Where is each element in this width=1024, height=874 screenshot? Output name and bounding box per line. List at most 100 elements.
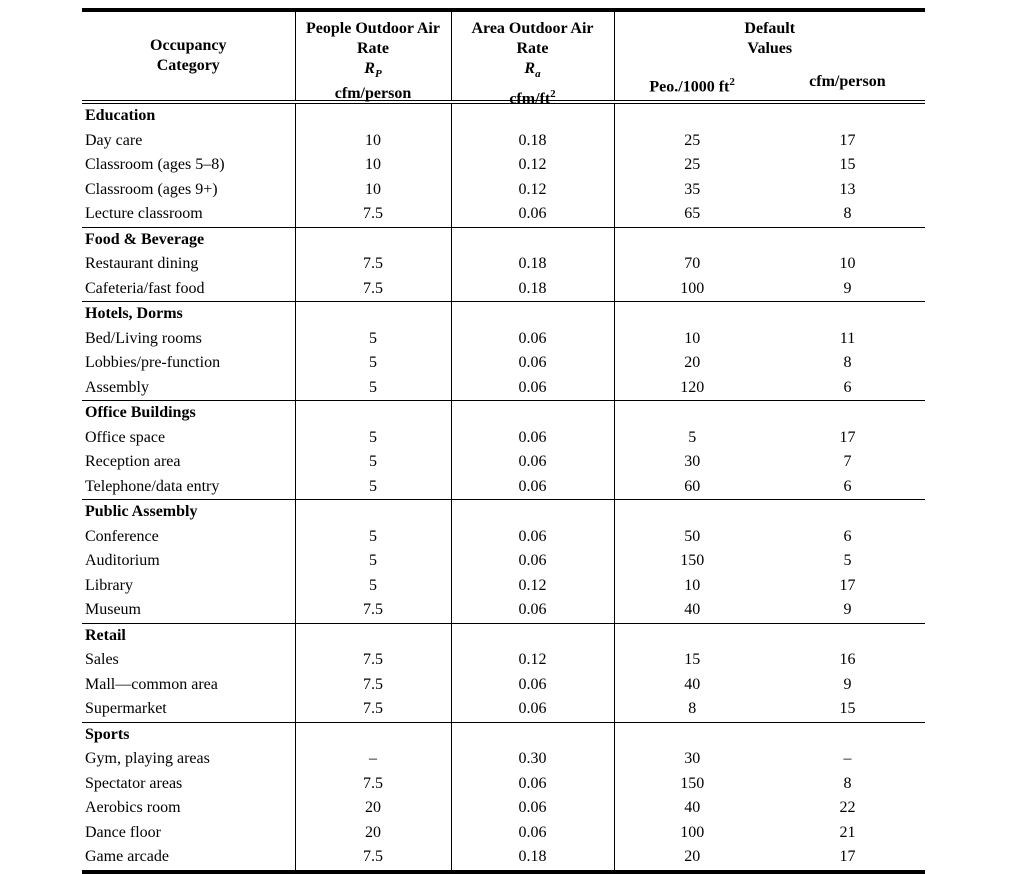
default-people-density-cell: 150 (680, 552, 705, 569)
table-row: Sales 7.5 0.12 15 16 (82, 648, 925, 673)
section-empty-cell (614, 499, 770, 525)
section-empty-cell (770, 101, 926, 129)
table-row: Gym, playing areas –0.30 30– (82, 747, 925, 772)
area-rate-cell: 0.06 (451, 202, 615, 227)
area-rate-units: cfm/ft2 (452, 84, 614, 109)
default-values-units-row: Peo./1000 ft2 cfm/person (615, 72, 926, 97)
area-rate-cell: 0.18 (451, 128, 615, 153)
occupancy-category-cell: Museum (82, 598, 296, 623)
table-row: Aerobics room 20 0.06 40 22 (82, 796, 925, 821)
section-empty-cell (451, 499, 615, 525)
people-rate-cell: 7.5 (295, 276, 452, 302)
default-people-density-cell: 30 (684, 453, 701, 470)
people-rate-units: cfm/person (334, 85, 412, 103)
area-rate-cell: 0.06 (451, 697, 615, 722)
section-empty-cell (614, 301, 770, 327)
occupancy-category-cell: Assembly (82, 375, 296, 401)
default-cfm-person-cell: 17 (839, 848, 856, 865)
area-rate-cell: 0.18 (451, 276, 615, 302)
section-header-row: Food & Beverage (82, 226, 926, 252)
section-empty-cell (614, 226, 770, 252)
people-rate-cell: 10 (295, 128, 452, 153)
occupancy-category-cell: Spectator areas (82, 771, 296, 796)
section-empty-cell (770, 622, 926, 648)
section-header-row: Public Assembly (82, 499, 926, 525)
table-row: Classroom (ages 5–8) 10 0.12 25 15 (82, 153, 925, 178)
default-people-density-cell: 8 (688, 700, 697, 717)
people-rate-symbol-sub: P (374, 68, 382, 81)
people-rate-cell: – (295, 747, 452, 772)
header-row: Occupancy Category People Outdoor Air Ra… (82, 10, 926, 108)
people-rate-cell: 5 (295, 474, 452, 500)
people-rate-cell: 5 (295, 549, 452, 574)
default-cfm-person-cell: 16 (839, 651, 856, 668)
default-cfm-person-cell: 7 (843, 453, 852, 470)
default-cfm-person-cell: 8 (843, 774, 852, 792)
occupancy-category-cell: Lecture classroom (82, 202, 296, 227)
table-row: Telephone/data entry 5 0.06 60 6 (82, 474, 925, 500)
occupancy-category-cell: Classroom (ages 5–8) (82, 153, 296, 178)
table-row: Restaurant dining 7.5 0.18 70 10 (82, 252, 925, 277)
default-cfm-person-cell: 8 (843, 205, 852, 222)
default-people-density-cell: 15 (684, 651, 701, 668)
section-empty-cell (295, 721, 452, 747)
area-rate-cell: 0.06 (451, 474, 615, 500)
col-header-people-outdoor-air-rate: People Outdoor Air Rate RP cfm/person (295, 10, 452, 104)
people-rate-cell: 20 (295, 796, 452, 821)
default-people-density-cell: 20 (684, 354, 701, 371)
area-rate-cell: 0.06 (451, 672, 615, 697)
area-rate-cell: 0.12 (451, 153, 615, 178)
area-rate-cell: 0.06 (451, 549, 615, 574)
table-row: Spectator areas 7.5 0.06 150 8 (82, 771, 925, 796)
area-rate-cell: 0.30 (451, 747, 615, 772)
section-title: Public Assembly (82, 499, 296, 525)
section-empty-cell (770, 301, 926, 327)
table-row: Classroom (ages 9+) 10 0.12 35 13 (82, 177, 925, 202)
area-rate-symbol-base: R (524, 60, 536, 77)
people-rate-cell: 7.5 (295, 252, 452, 277)
default-people-density-cell: 120 (680, 378, 705, 396)
default-people-density-cell: 35 (684, 180, 701, 198)
default-people-density-cell: 20 (684, 848, 701, 865)
people-rate-cell: 5 (295, 326, 452, 351)
occupancy-category-cell: Auditorium (82, 549, 296, 574)
people-rate-cell: 7.5 (295, 771, 452, 796)
area-rate-cell: 0.06 (451, 326, 615, 351)
default-people-density-cell: 40 (684, 601, 701, 618)
default-cfm-person-cell: 9 (843, 279, 852, 297)
section-empty-cell (295, 226, 452, 252)
default-people-density-cell: 5 (688, 428, 697, 446)
default-cfm-person-cell: 6 (843, 527, 852, 545)
people-density-units-exponent: 2 (729, 75, 735, 88)
area-rate-header: Area Outdoor Air Rate Ra cfm/ft2 (452, 12, 614, 108)
occupancy-category-cell: Conference (82, 524, 296, 549)
occupancy-category-cell: Sales (82, 648, 296, 673)
table-row: Bed/Living rooms 5 0.06 10 11 (82, 326, 925, 351)
section-empty-cell (770, 721, 926, 747)
occupancy-category-cell: Library (82, 573, 296, 598)
default-cfm-person-cell: 9 (843, 601, 852, 618)
people-rate-cell: 5 (295, 524, 452, 549)
people-rate-header: People Outdoor Air Rate RP cfm/person (296, 12, 451, 102)
people-rate-cell: 10 (295, 177, 452, 202)
ventilation-rates-table: Occupancy Category People Outdoor Air Ra… (82, 8, 926, 874)
people-rate-cell: 5 (295, 375, 452, 401)
area-rate-cell: 0.06 (451, 524, 615, 549)
section-title: Education (82, 101, 296, 129)
table-row: Museum 7.5 0.06 40 9 (82, 598, 925, 623)
section-empty-cell (770, 226, 926, 252)
occupancy-category-cell: Dance floor (82, 820, 296, 845)
section-empty-cell (770, 499, 926, 525)
people-rate-cell: 7.5 (295, 672, 452, 697)
occupancy-category-cell: Classroom (ages 9+) (82, 177, 296, 202)
section-title: Retail (82, 622, 296, 648)
occupancy-category-cell: Aerobics room (82, 796, 296, 821)
section-empty-cell (451, 721, 615, 747)
default-cfm-person-cell: 21 (839, 823, 856, 841)
default-people-density-cell: 40 (684, 799, 701, 816)
section-empty-cell (295, 400, 452, 426)
section-title: Food & Beverage (82, 226, 296, 252)
section-empty-cell (451, 400, 615, 426)
table-row: Library 5 0.12 10 17 (82, 573, 925, 598)
